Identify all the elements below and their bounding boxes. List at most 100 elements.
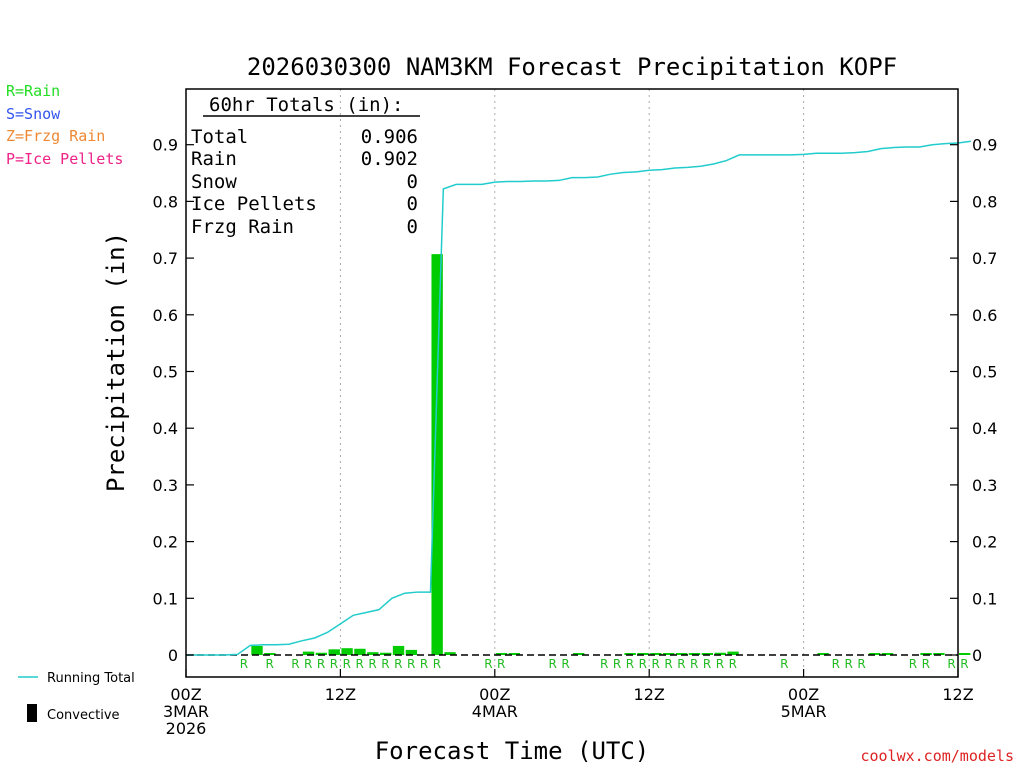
totals-rain-value: 0.902 — [361, 148, 418, 170]
y-tick-label-left-2: 0.2 — [153, 533, 178, 552]
y-tick-label-left-7: 0.7 — [153, 249, 178, 268]
rain-flag-hour-33: R — [600, 657, 608, 671]
precip-bar-hour-37 — [650, 653, 662, 655]
rain-flag-hour-5: R — [240, 657, 248, 671]
rain-flag-hour-43: R — [729, 657, 737, 671]
rain-flag-hour-29: R — [549, 657, 557, 671]
rain-flag-hour-10: R — [304, 657, 312, 671]
rain-flag-hour-52: R — [844, 657, 852, 671]
precip-bar-hour-58 — [920, 653, 932, 655]
credit-text: coolwx.com/models — [860, 747, 1014, 765]
rain-flag-hour-36: R — [639, 657, 647, 671]
rain-flag-hour-7: R — [265, 657, 273, 671]
x-tick-label-3-0: 12Z — [634, 685, 665, 704]
rain-flag-hour-40: R — [690, 657, 698, 671]
rain-flag-hour-20: R — [433, 657, 441, 671]
running-total-legend-label: Running Total — [47, 671, 135, 686]
rain-flag-hour-24: R — [484, 657, 492, 671]
precip-bar-hour-50 — [817, 653, 829, 655]
totals-total-label: Total — [191, 126, 248, 148]
rain-flag-hour-41: R — [703, 657, 711, 671]
precip-bar-hour-7 — [264, 653, 276, 655]
hourly-precip-bars — [251, 254, 971, 656]
convective-legend-label: Convective — [47, 708, 120, 723]
y-axis-right-ticks: 0 0.1 0.2 0.3 0.4 0.5 0.6 0.7 0.8 0.9 — [950, 136, 997, 665]
rain-flag-hour-35: R — [626, 657, 634, 671]
y-tick-label-right-0: 0 — [972, 646, 982, 665]
rain-flag-hour-11: R — [317, 657, 325, 671]
rain-flag-hour-18: R — [407, 657, 415, 671]
totals-frzg-rain-value: 0 — [407, 216, 418, 238]
x-axis-label: Forecast Time (UTC) — [375, 737, 650, 765]
x-tick-label-2-0: 00Z — [479, 685, 510, 704]
totals-rain-label: Rain — [191, 148, 237, 170]
legend-frzg-rain: Z=Frzg Rain — [6, 127, 105, 145]
totals-heading: 60hr Totals (in): — [209, 94, 403, 116]
precip-bar-hour-35 — [624, 653, 636, 655]
precip-bar-hour-18 — [405, 649, 418, 655]
precip-bar-hour-13 — [341, 648, 353, 655]
y-tick-label-left-4: 0.4 — [153, 419, 178, 438]
x-tick-label-2-1: 4MAR — [472, 702, 518, 721]
chart-title: 2026030300 NAM3KM Forecast Precipitation… — [247, 53, 897, 81]
y-tick-label-right-2: 0.2 — [972, 533, 997, 552]
totals-box: 60hr Totals (in): Total 0.906 Rain 0.902… — [191, 94, 420, 238]
rain-flag-hour-17: R — [394, 657, 402, 671]
rain-flag-hour-60: R — [947, 657, 955, 671]
y-tick-label-left-1: 0.1 — [153, 589, 178, 608]
legend-rain: R=Rain — [6, 82, 60, 100]
rain-flag-hour-30: R — [561, 657, 569, 671]
precip-bar-hour-42 — [714, 652, 726, 655]
x-tick-label-1-0: 12Z — [325, 685, 356, 704]
x-tick-label-4-0: 00Z — [788, 685, 819, 704]
x-tick-label-0-1: 3MAR — [163, 702, 209, 721]
rain-flag-hour-25: R — [497, 657, 505, 671]
totals-snow-label: Snow — [191, 171, 237, 193]
totals-total-value: 0.906 — [361, 126, 418, 148]
y-tick-label-right-4: 0.4 — [972, 419, 997, 438]
precip-bar-hour-17 — [392, 645, 405, 655]
y-tick-label-left-3: 0.3 — [153, 476, 178, 495]
y-tick-label-right-9: 0.9 — [972, 136, 997, 155]
precip-bar-hour-12 — [328, 649, 340, 655]
precip-bar-hour-39 — [675, 653, 688, 655]
rain-flag-hour-13: R — [343, 657, 351, 671]
y-tick-label-left-8: 0.8 — [153, 192, 178, 211]
vertical-gridlines — [339, 89, 805, 677]
y-tick-label-left-5: 0.5 — [153, 363, 178, 382]
rain-flag-hour-53: R — [857, 657, 865, 671]
rain-flag-hour-34: R — [613, 657, 621, 671]
precip-bar-hour-41 — [701, 653, 714, 655]
rain-flag-hour-39: R — [677, 657, 685, 671]
precip-bar-hour-6 — [251, 645, 263, 655]
totals-ice-pellets-value: 0 — [407, 193, 418, 215]
rain-flag-hour-15: R — [368, 657, 376, 671]
rain-flag-hour-57: R — [909, 657, 917, 671]
precip-bar-hour-10 — [302, 651, 315, 655]
rain-flag-hour-47: R — [780, 657, 788, 671]
plot-frame — [185, 88, 959, 678]
rain-flag-hour-38: R — [664, 657, 672, 671]
type-legend: R=Rain S=Snow Z=Frzg Rain P=Ice Pellets — [6, 82, 123, 168]
precip-bar-hour-61 — [959, 653, 971, 655]
totals-snow-value: 0 — [407, 171, 418, 193]
precip-bar-hour-43 — [727, 651, 739, 655]
precip-bar-hour-59 — [933, 653, 945, 655]
precip-bar-hour-31 — [573, 653, 585, 655]
rain-flag-hour-37: R — [651, 657, 659, 671]
precip-bar-hour-40 — [688, 653, 701, 655]
y-tick-label-left-0: 0 — [168, 646, 178, 665]
rain-flag-hour-16: R — [381, 657, 389, 671]
precip-bar-hour-16 — [380, 652, 392, 655]
y-tick-label-right-7: 0.7 — [972, 249, 997, 268]
y-tick-label-left-6: 0.6 — [153, 306, 178, 325]
rain-flag-hour-42: R — [716, 657, 724, 671]
precip-bar-hour-21 — [444, 652, 456, 655]
precip-bar-hour-55 — [881, 653, 894, 655]
x-tick-label-4-1: 5MAR — [781, 702, 827, 721]
precip-bar-hour-36 — [637, 653, 649, 655]
